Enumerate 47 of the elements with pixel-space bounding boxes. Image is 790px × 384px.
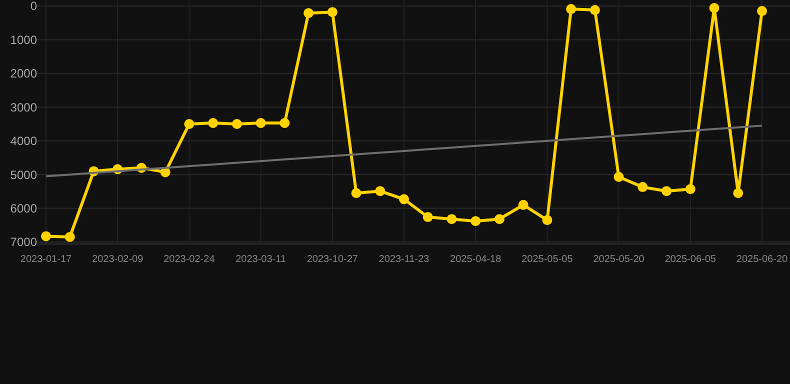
point [470, 216, 481, 226]
point [351, 188, 362, 198]
point [446, 214, 457, 224]
point [733, 188, 744, 198]
point [662, 186, 672, 196]
point [304, 8, 314, 18]
point [41, 231, 51, 242]
y-tick-label: 4000 [10, 134, 38, 148]
x-tick-label: 2023-02-09 [92, 254, 144, 265]
point [709, 3, 720, 14]
point [64, 232, 75, 242]
point [327, 7, 338, 18]
point [494, 214, 504, 224]
point [757, 6, 767, 16]
point [256, 118, 266, 128]
point [518, 200, 528, 210]
y-tick-label: 1000 [10, 32, 38, 47]
y-tick-label: 0 [30, 0, 38, 14]
y-tick-label: 5000 [10, 168, 38, 182]
x-tick-label: 2025-05-05 [522, 254, 574, 265]
point [638, 182, 648, 192]
x-tick-label: 2025-05-20 [593, 254, 645, 265]
point [542, 215, 552, 226]
x-tick-label: 2023-10-27 [306, 254, 358, 265]
point [208, 118, 218, 128]
y-tick-label: 2000 [10, 66, 38, 81]
x-tick-label: 2023-01-17 [20, 254, 72, 265]
y-tick-label: 6000 [10, 201, 38, 216]
y-tick-label: 3000 [10, 100, 38, 114]
y-tick-label: 7000 [10, 235, 38, 250]
x-tick-label: 2025-06-20 [736, 254, 788, 265]
x-tick-label: 2023-03-11 [236, 254, 286, 265]
point [399, 194, 409, 204]
point [566, 4, 576, 14]
point [232, 119, 242, 129]
x-tick-label: 2025-04-18 [450, 254, 502, 265]
x-tick-label: 2023-11-23 [378, 254, 430, 265]
point [685, 184, 696, 194]
x-tick-label: 2025-06-05 [664, 254, 716, 265]
point [614, 172, 624, 182]
point [590, 5, 600, 16]
line-series [45, 124, 763, 178]
point [184, 119, 194, 129]
point [422, 212, 433, 222]
point [280, 118, 290, 128]
point [375, 186, 386, 196]
x-tick-label: 2023-02-24 [164, 254, 216, 265]
